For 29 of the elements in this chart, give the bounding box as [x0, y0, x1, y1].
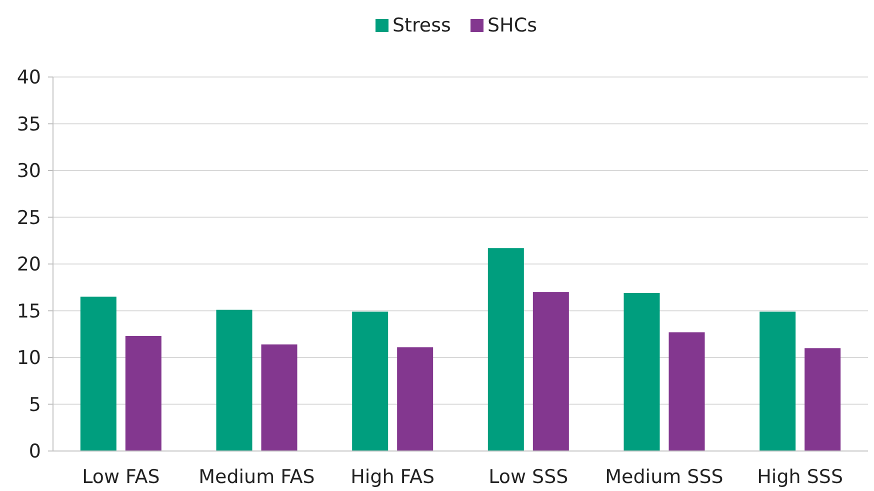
- bar: [668, 332, 705, 451]
- y-tick-label: 10: [16, 347, 41, 370]
- legend-label: Stress: [392, 14, 451, 37]
- y-tick-label: 30: [16, 160, 41, 182]
- bar: [216, 310, 252, 451]
- x-tick-label: Medium FAS: [198, 466, 315, 488]
- bar: [261, 344, 298, 451]
- bar: [80, 296, 116, 451]
- y-tick-label: 5: [28, 394, 41, 416]
- bar: [532, 292, 569, 451]
- bar: [352, 312, 388, 451]
- y-tick-label: 20: [16, 254, 41, 276]
- bar: [760, 312, 796, 451]
- y-tick-label: 40: [16, 66, 41, 89]
- bar: [624, 292, 660, 451]
- x-tick-label: Low FAS: [82, 466, 160, 488]
- y-tick-label: 35: [16, 113, 41, 136]
- y-tick-label: 15: [16, 300, 41, 322]
- y-tick-label: 25: [16, 206, 41, 229]
- x-tick-label: High SSS: [757, 466, 844, 488]
- x-tick-label: Low SSS: [488, 466, 568, 488]
- x-tick-label: Medium SSS: [605, 466, 724, 488]
- bar: [125, 336, 162, 451]
- bar: [804, 348, 841, 451]
- bar: [397, 347, 434, 451]
- x-tick-label: High FAS: [350, 466, 435, 488]
- legend-label: SHCs: [488, 14, 538, 37]
- bar: [488, 248, 524, 451]
- y-tick-label: 0: [28, 440, 41, 463]
